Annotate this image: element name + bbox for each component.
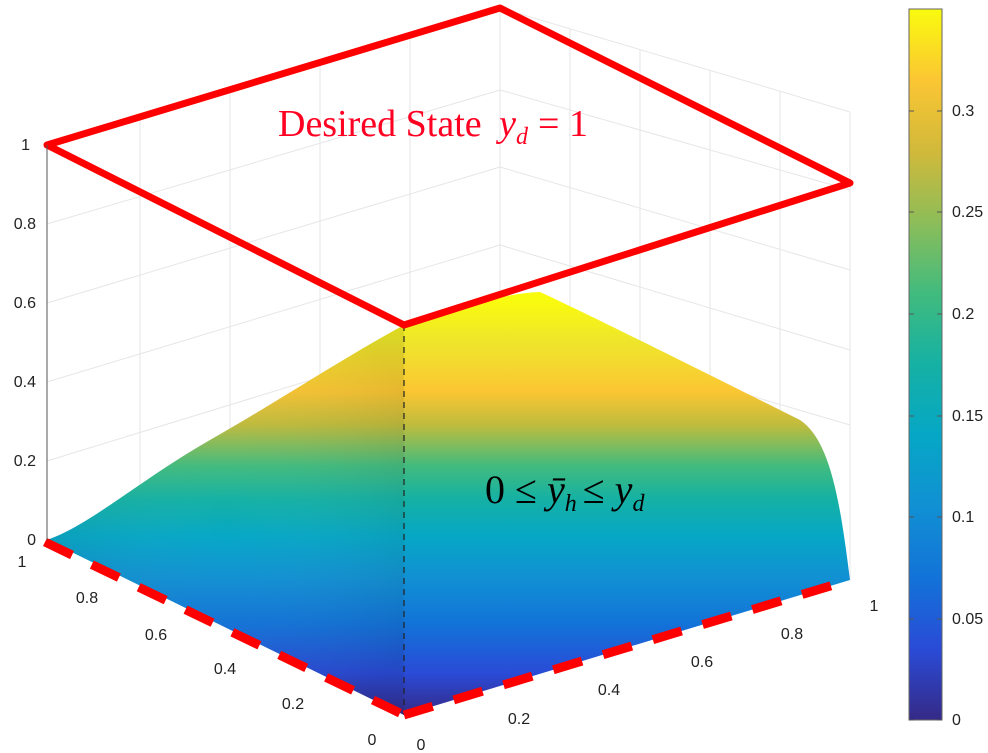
y-tick-label: 0.8 <box>76 590 98 607</box>
boundary-dashes <box>43 537 852 720</box>
colorbar-tick-label: 0.15 <box>952 408 983 425</box>
x-tick-label: 0.2 <box>508 711 530 728</box>
x-tick-label: 0.6 <box>691 654 713 671</box>
z-tick-label: 0 <box>27 532 36 549</box>
colorbar-tick-label: 0 <box>952 712 961 729</box>
colorbar-tick-label: 0.25 <box>952 204 983 221</box>
x-tick-label: 0.4 <box>598 682 620 699</box>
colorbar-tick-label: 0.3 <box>952 103 974 120</box>
z-tick-label: 0.6 <box>14 295 36 312</box>
colorbar-tick-label: 0.05 <box>952 611 983 628</box>
bound-annotation: 0 ≤ ȳh ≤ yd <box>485 467 645 517</box>
z-tick-label: 0.2 <box>14 453 36 470</box>
z-axis: 0 0.2 0.4 0.6 0.8 1 <box>14 137 48 549</box>
desired-state-annotation: Desired State yd = 1 <box>278 103 588 150</box>
desired-state-plane <box>43 4 854 329</box>
x-tick-label: 0 <box>417 737 426 753</box>
x-axis: 0 0.2 0.4 0.6 0.8 1 <box>417 598 879 753</box>
z-tick-label: 0.4 <box>14 374 36 391</box>
y-tick-label: 0.4 <box>214 661 236 678</box>
solution-surface <box>47 292 850 715</box>
back-grid <box>46 7 851 580</box>
colorbar-tick-label: 0.1 <box>952 509 974 526</box>
y-tick-label: 1 <box>18 554 27 571</box>
y-tick-label: 0.2 <box>282 696 304 713</box>
z-tick-label: 1 <box>21 137 30 154</box>
y-tick-label: 0 <box>368 732 377 749</box>
x-tick-label: 0.8 <box>781 626 803 643</box>
colorbar-tick-label: 0.2 <box>952 306 974 323</box>
z-tick-label: 0.8 <box>14 216 36 233</box>
y-tick-label: 0.6 <box>145 627 167 644</box>
x-tick-label: 1 <box>870 598 879 615</box>
y-axis: 1 0.8 0.6 0.4 0.2 0 <box>18 554 377 749</box>
colorbar: 0 0.05 0.1 0.15 0.2 0.25 0.3 <box>908 8 983 729</box>
